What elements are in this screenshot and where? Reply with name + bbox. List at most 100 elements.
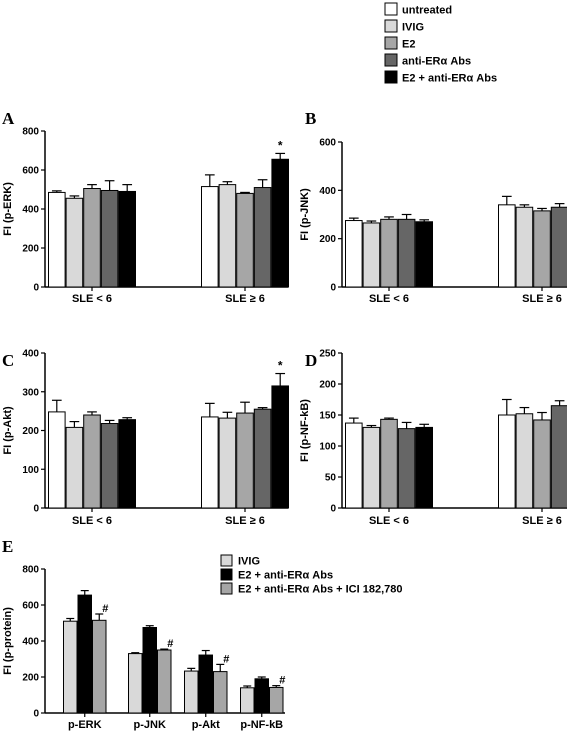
y-tick-label-200: 200 — [319, 234, 336, 245]
y-tick-label-0: 0 — [33, 283, 39, 294]
bar-e2-anti-er-abs-sle-6 — [118, 190, 137, 288]
legend-label-e2-anti-er-abs: E2 + anti-ERα Abs — [402, 73, 497, 85]
y-tick-label-200: 200 — [22, 426, 39, 437]
legend-swatch-untreated — [384, 2, 398, 16]
bar-untreated-sle-6 — [48, 191, 66, 288]
bar-e2-anti-er-abs-ici-182-780-p-jnk — [157, 649, 172, 714]
y-tick-label-300: 300 — [22, 387, 39, 398]
bar-e2-anti-er-abs-sle-6 — [118, 419, 137, 509]
panels: A FI (p-ERK) 0 200 400 600 800 SLE < 6 SLE ≥ 6 * B… — [2, 109, 567, 731]
bar-ivig-p-jnk — [128, 653, 143, 714]
panel-e: E FI (p-protein) 0 200 400 600 800 p-ERK p-JNK p-… — [2, 537, 285, 731]
x-tick-label-p-erk: p-ERK — [68, 719, 102, 731]
y-axis-label: FI (p-JNK) — [299, 188, 311, 241]
y-tick-label-600: 600 — [22, 166, 39, 177]
bar-anti-er-abs-sle-6 — [550, 206, 567, 288]
legend-e-label-e2-anti-er-abs-ici-182-780: E2 + anti-ERα Abs + ICI 182,780 — [238, 584, 403, 596]
y-tick-label-800: 800 — [22, 565, 39, 576]
bar-e2-anti-er-abs-p-jnk — [142, 627, 157, 714]
significance-star: * — [278, 138, 283, 152]
x-tick-label-sle-6: SLE ≥ 6 — [225, 515, 265, 527]
panel-c: C FI (p-Akt) 0 100 200 300 400 SLE < 6 SLE ≥ 6 * — [2, 349, 289, 527]
y-tick-label-50: 50 — [325, 473, 337, 484]
bar-e2-anti-er-abs-sle-6 — [415, 221, 433, 288]
bar-anti-er-abs-sle-6 — [397, 218, 416, 288]
y-tick-label-200: 200 — [319, 380, 336, 391]
bar-untreated-sle-6 — [48, 411, 66, 509]
significance-star: * — [278, 359, 283, 373]
y-tick-label-400: 400 — [22, 349, 39, 360]
bar-ivig-sle-6 — [65, 426, 84, 509]
panel-a: A FI (p-ERK) 0 200 400 600 800 SLE < 6 SLE ≥ 6 * — [2, 109, 289, 305]
bar-ivig-sle-6 — [218, 417, 237, 509]
bar-untreated-sle-6 — [498, 414, 516, 509]
y-tick-label-400: 400 — [319, 186, 336, 197]
bar-ivig-p-nf-kb — [240, 687, 255, 714]
bar-untreated-sle-6 — [201, 186, 219, 288]
x-tick-label-p-nf-kb: p-NF-kB — [240, 719, 283, 731]
legend-e-swatch-ivig — [220, 554, 233, 567]
y-tick-label-0: 0 — [33, 504, 39, 515]
bar-e2-anti-er-abs-ici-182-780-p-nf-kb — [269, 686, 284, 714]
bar-ivig-p-akt — [184, 670, 199, 714]
bar-anti-er-abs-sle-6 — [253, 408, 272, 509]
y-tick-label-800: 800 — [22, 127, 39, 138]
bar-untreated-sle-6 — [345, 422, 363, 509]
bar-anti-er-abs-sle-6 — [550, 405, 567, 509]
legend-swatch-anti-er-abs — [384, 53, 398, 67]
y-tick-label-0: 0 — [330, 283, 336, 294]
bar-e2-anti-er-abs-ici-182-780-p-akt — [213, 671, 228, 714]
x-tick-label-sle-6: SLE ≥ 6 — [225, 293, 265, 305]
bar-ivig-sle-6 — [515, 206, 534, 288]
x-tick-label-sle-6: SLE ≥ 6 — [522, 293, 562, 305]
y-tick-label-100: 100 — [319, 442, 336, 453]
bar-ivig-sle-6 — [218, 184, 237, 288]
bar-ivig-sle-6 — [515, 413, 534, 509]
y-tick-label-400: 400 — [22, 637, 39, 648]
y-tick-label-200: 200 — [22, 673, 39, 684]
legend-label-anti-er-abs: anti-ERα Abs — [402, 56, 471, 68]
y-tick-label-0: 0 — [330, 504, 336, 515]
legend-swatch-e2-anti-er-abs — [384, 70, 398, 84]
y-tick-label-250: 250 — [319, 349, 336, 360]
legend-label-e2: E2 — [402, 39, 415, 51]
bar-ivig-p-erk — [63, 620, 78, 714]
significance-hash: # — [167, 638, 173, 650]
x-tick-label-sle-6: SLE < 6 — [369, 293, 409, 305]
y-tick-label-600: 600 — [22, 601, 39, 612]
bar-e2-anti-er-abs-p-akt — [198, 654, 213, 714]
y-axis-label: FI (p-NF-kB) — [299, 399, 311, 462]
legend-e-label-e2-anti-er-abs: E2 + anti-ERα Abs — [238, 570, 333, 582]
panel-label-e: E — [2, 537, 13, 556]
panel-label-a: A — [2, 109, 15, 128]
bar-e2-anti-er-abs-sle-6 — [415, 426, 433, 509]
bar-ivig-sle-6 — [362, 222, 381, 288]
bar-e2-anti-er-abs-ici-182-780-p-erk — [92, 619, 107, 714]
legend-swatch-ivig — [384, 19, 398, 33]
bar-e2-sle-6 — [83, 414, 101, 509]
panel-label-b: B — [305, 109, 316, 128]
bar-e2-sle-6 — [380, 418, 398, 509]
legend-swatch-e2 — [384, 36, 398, 50]
legend-e-swatch-e2-anti-er-abs — [220, 568, 233, 581]
bar-anti-er-abs-sle-6 — [397, 428, 416, 509]
bar-ivig-sle-6 — [362, 426, 381, 509]
legend-e-swatch-e2-anti-er-abs-ici-182-780 — [220, 582, 233, 595]
bar-e2-anti-er-abs-sle-6 — [271, 158, 289, 288]
significance-hash: # — [102, 603, 108, 615]
bar-e2-anti-er-abs-sle-6 — [271, 385, 289, 509]
bar-e2-anti-er-abs-p-nf-kb — [254, 678, 269, 714]
panel-label-c: C — [2, 351, 14, 370]
x-tick-label-sle-6: SLE ≥ 6 — [522, 515, 562, 527]
legend-top: untreated IVIG E2 anti-ERα Abs E2 + anti-ERα… — [384, 2, 497, 85]
legend-panel-e: IVIG E2 + anti-ERα Abs E2 + anti-ERα Abs +… — [220, 554, 403, 596]
panel-label-d: D — [305, 351, 317, 370]
significance-hash: # — [279, 675, 285, 687]
bar-e2-sle-6 — [533, 419, 551, 509]
bar-e2-sle-6 — [236, 412, 254, 509]
legend-label-untreated: untreated — [402, 5, 452, 17]
bar-untreated-sle-6 — [345, 220, 363, 288]
bar-e2-sle-6 — [83, 188, 101, 288]
